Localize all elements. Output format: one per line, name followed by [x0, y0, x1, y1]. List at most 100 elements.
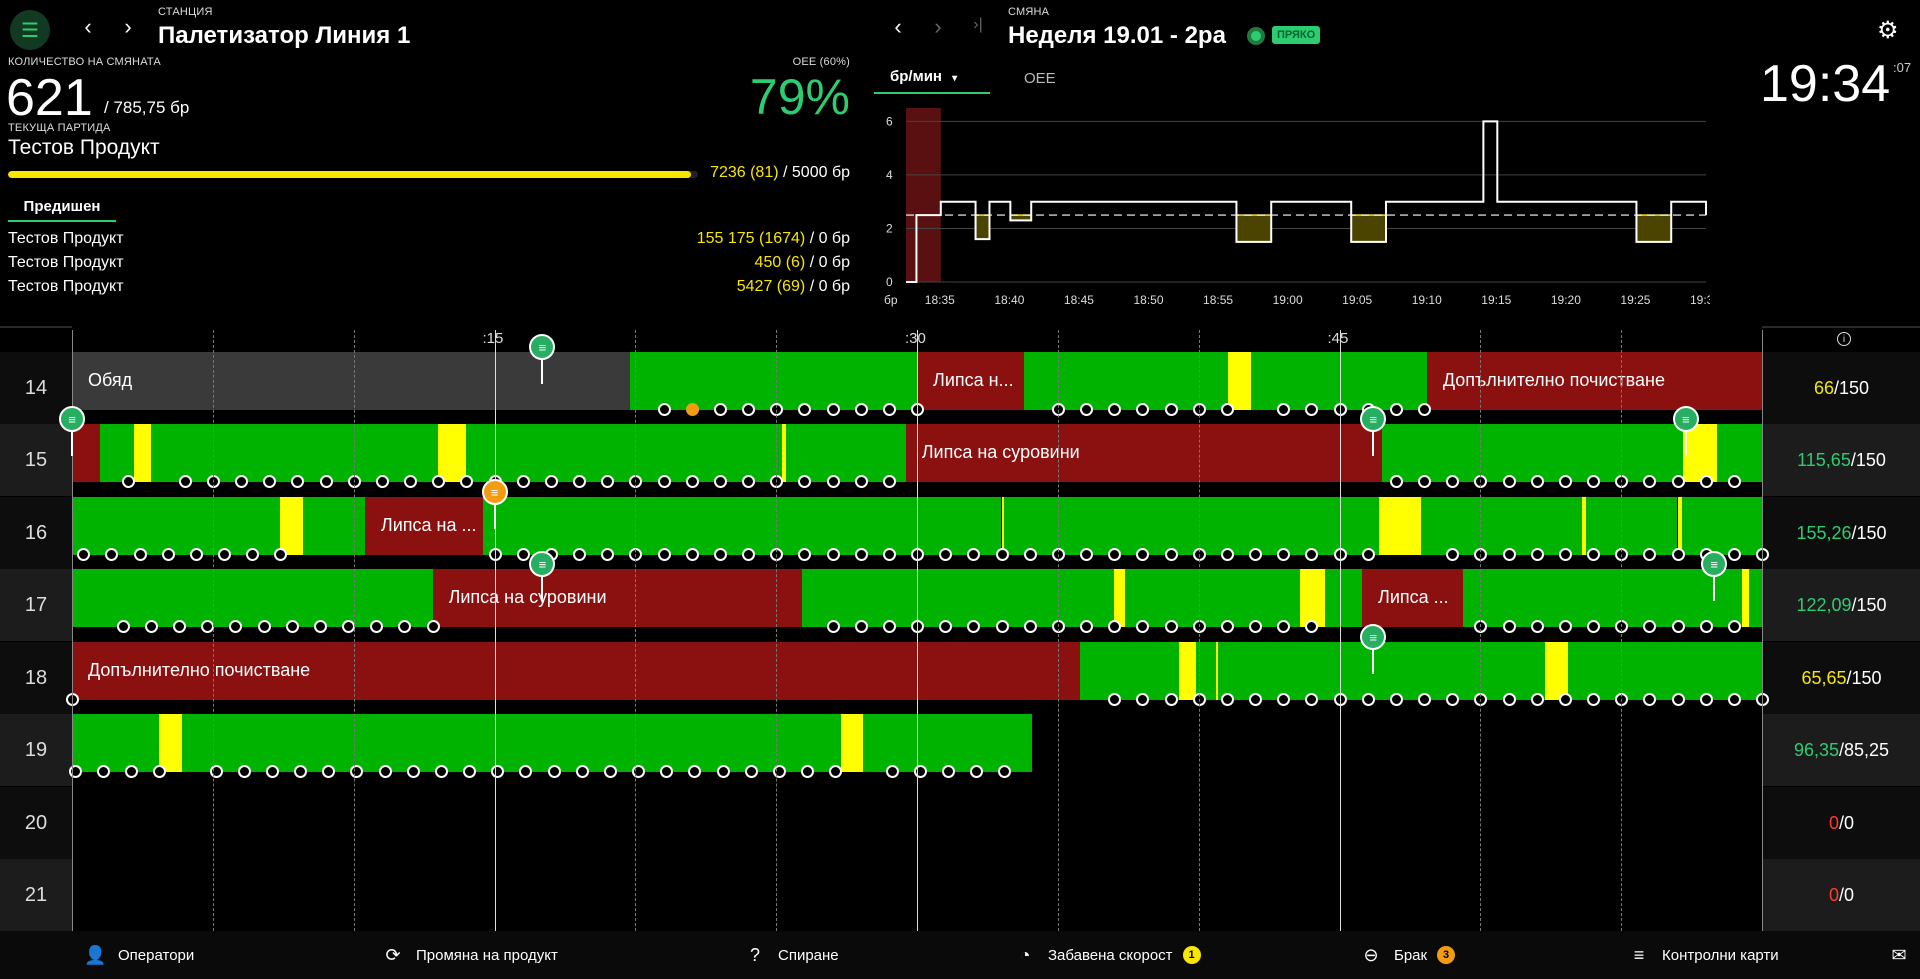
cycle-marker[interactable]: [319, 475, 333, 488]
cycle-marker[interactable]: [1671, 693, 1685, 706]
event-pin-icon[interactable]: ≡: [481, 479, 508, 505]
cycle-marker[interactable]: [1699, 475, 1713, 488]
running-segment[interactable]: [1024, 352, 1229, 410]
cycle-marker[interactable]: [116, 620, 130, 633]
cycle-marker[interactable]: [575, 765, 589, 778]
cycle-marker[interactable]: [1080, 620, 1093, 633]
cycle-marker[interactable]: [1671, 620, 1685, 633]
running-segment[interactable]: [629, 352, 917, 410]
slow-segment[interactable]: [1677, 497, 1682, 555]
running-segment[interactable]: [302, 497, 365, 555]
slow-segment[interactable]: [1001, 497, 1005, 555]
cycle-marker[interactable]: [406, 765, 420, 778]
cycle-marker[interactable]: [1727, 475, 1741, 488]
next-shift-button[interactable]: ›: [926, 14, 950, 40]
slow-segment[interactable]: [1178, 642, 1196, 700]
cycle-marker[interactable]: [1530, 475, 1544, 488]
slow-segment[interactable]: [133, 424, 151, 482]
cycle-marker[interactable]: [882, 403, 896, 416]
running-segment[interactable]: [72, 714, 160, 772]
cycle-marker[interactable]: [1587, 475, 1600, 488]
downtime-segment[interactable]: Липса на суровини: [432, 569, 802, 627]
cycle-marker[interactable]: [544, 475, 558, 488]
cycle-marker[interactable]: [1164, 548, 1178, 561]
cycle-marker[interactable]: [313, 620, 327, 633]
downtime-segment[interactable]: Липса ...: [1362, 569, 1464, 627]
cycle-marker[interactable]: [1530, 548, 1544, 561]
cycle-marker[interactable]: [1558, 693, 1572, 706]
slow-segment[interactable]: [1742, 569, 1750, 627]
downtime-segment[interactable]: [72, 424, 101, 482]
running-segment[interactable]: [1716, 424, 1762, 482]
cycle-marker[interactable]: [516, 475, 530, 488]
next-station-button[interactable]: ›: [116, 14, 140, 40]
cycle-marker[interactable]: [246, 548, 260, 561]
cycle-marker[interactable]: [998, 765, 1012, 778]
cycle-marker[interactable]: [463, 765, 477, 778]
slow-segment[interactable]: [1300, 569, 1326, 627]
cycle-marker[interactable]: [885, 765, 899, 778]
cycle-marker[interactable]: [122, 475, 136, 488]
event-pin-icon[interactable]: ≡: [1701, 551, 1728, 577]
cycle-marker[interactable]: [516, 548, 530, 561]
running-segment[interactable]: [150, 424, 439, 482]
cycle-marker[interactable]: [1446, 548, 1460, 561]
running-segment[interactable]: [1250, 352, 1427, 410]
slow-segment[interactable]: [1215, 642, 1219, 700]
cycle-marker[interactable]: [1249, 548, 1262, 561]
cycle-marker[interactable]: [426, 620, 440, 633]
cycle-marker[interactable]: [798, 403, 812, 416]
slow-segment[interactable]: [1114, 569, 1126, 627]
cycle-marker[interactable]: [657, 475, 671, 488]
cycle-marker[interactable]: [573, 475, 586, 488]
running-segment[interactable]: [1004, 497, 1379, 555]
cycle-marker[interactable]: [77, 548, 91, 561]
cycle-marker[interactable]: [1361, 693, 1375, 706]
cycle-marker[interactable]: [161, 548, 175, 561]
cycle-marker[interactable]: [218, 548, 232, 561]
cycle-marker[interactable]: [1502, 620, 1516, 633]
cycle-marker[interactable]: [1305, 693, 1319, 706]
product-change-button[interactable]: ⟳ Промяна на продукт: [382, 931, 557, 979]
cycle-marker[interactable]: [1558, 548, 1572, 561]
cycle-marker[interactable]: [967, 548, 981, 561]
cycle-marker[interactable]: [291, 475, 305, 488]
downtime-segment[interactable]: Липса на ...: [364, 497, 484, 555]
slow-segment[interactable]: [1683, 424, 1717, 482]
cycle-marker[interactable]: [603, 765, 617, 778]
running-segment[interactable]: [1463, 569, 1743, 627]
cycle-marker[interactable]: [1558, 475, 1572, 488]
cycle-marker[interactable]: [1164, 620, 1178, 633]
cycle-marker[interactable]: [322, 765, 336, 778]
stop-button[interactable]: ? Спиране: [744, 931, 839, 979]
running-segment[interactable]: [1585, 497, 1678, 555]
cycle-marker[interactable]: [967, 620, 981, 633]
running-segment[interactable]: [483, 497, 1002, 555]
mail-button[interactable]: ✉: [1888, 931, 1910, 979]
cycle-marker[interactable]: [854, 475, 868, 488]
cycle-marker[interactable]: [829, 765, 843, 778]
cycle-marker[interactable]: [1418, 475, 1431, 488]
cycle-marker[interactable]: [1249, 620, 1262, 633]
cycle-marker[interactable]: [882, 620, 896, 633]
cycle-marker[interactable]: [404, 475, 417, 488]
running-segment[interactable]: [72, 569, 433, 627]
last-shift-button[interactable]: ›|: [966, 16, 990, 34]
cycle-marker[interactable]: [1220, 403, 1234, 416]
prev-station-button[interactable]: ‹: [76, 14, 100, 40]
cycle-marker[interactable]: [801, 765, 815, 778]
running-segment[interactable]: [1125, 569, 1301, 627]
event-pin-icon[interactable]: ≡: [1360, 406, 1387, 432]
cycle-marker[interactable]: [189, 548, 203, 561]
cycle-marker[interactable]: [1446, 693, 1460, 706]
cycle-marker[interactable]: [657, 403, 671, 416]
cycle-marker[interactable]: [1587, 693, 1600, 706]
event-pin-icon[interactable]: ≡: [529, 334, 556, 360]
cycle-marker[interactable]: [434, 765, 448, 778]
cycle-marker[interactable]: [1643, 620, 1657, 633]
scrap-button[interactable]: ⊖ Брак 3: [1360, 931, 1456, 979]
running-segment[interactable]: [466, 424, 782, 482]
cycle-marker[interactable]: [398, 620, 412, 633]
cycle-marker[interactable]: [229, 620, 243, 633]
cycle-marker[interactable]: [144, 620, 158, 633]
